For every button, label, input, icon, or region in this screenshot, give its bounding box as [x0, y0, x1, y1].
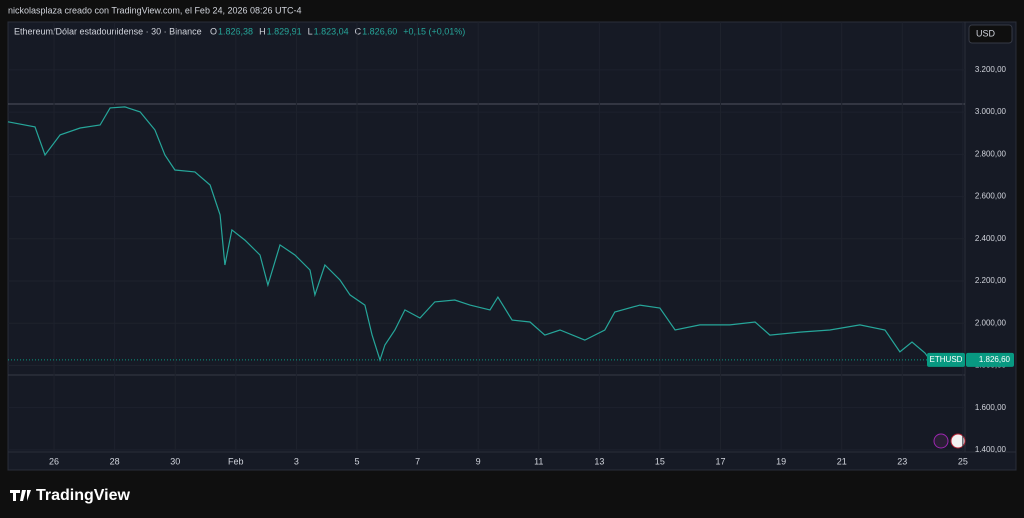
symbol-tag — [927, 352, 965, 367]
x-tick-label: 21 — [837, 456, 847, 466]
y-tick-label: 3.200,00 — [975, 65, 1007, 74]
x-tick-label: 11 — [534, 456, 543, 466]
ohlc-value: 1.826,60 — [362, 26, 397, 36]
x-tick-label: 7 — [415, 456, 420, 466]
y-tick-label: 1.400,00 — [975, 445, 1007, 454]
x-tick-label: 19 — [776, 456, 786, 466]
y-tick-label: 1.600,00 — [975, 403, 1007, 412]
y-tick-label: 2.000,00 — [975, 318, 1007, 327]
x-tick-label: 15 — [655, 456, 665, 466]
y-tick-label: 2.200,00 — [975, 276, 1007, 285]
x-tick-label: 13 — [594, 456, 604, 466]
ohlc: O1.826,38H1.829,91L1.823,04C1.826,60+0,1… — [210, 26, 465, 36]
x-tick-label: 17 — [716, 456, 726, 466]
price-line — [7, 106, 931, 362]
logo: TradingView — [36, 487, 131, 504]
caption: nickolasplaza creado con TradingView.com… — [8, 5, 302, 15]
symbol-title: Ethereum/Dólar estadounidense · 30 · Bin… — [14, 26, 202, 36]
x-tick-label: 28 — [110, 456, 120, 466]
ohlc-key: H — [259, 26, 266, 36]
price-tag-label: 1.826,60 — [979, 355, 1011, 364]
price-tag — [966, 352, 1014, 367]
ohlc-value: 1.823,04 — [314, 26, 349, 36]
logo-icon — [10, 490, 31, 501]
x-tick-label: 25 — [958, 456, 968, 466]
x-tick-label: 26 — [49, 456, 59, 466]
y-tick-label: 2.800,00 — [975, 149, 1007, 158]
ohlc-key: C — [355, 26, 362, 36]
y-tick-label: 2.400,00 — [975, 234, 1007, 243]
chart-panel — [7, 21, 1017, 471]
x-tick-label: 30 — [170, 456, 180, 466]
y-tick-label: 2.600,00 — [975, 192, 1007, 201]
change: +0,15 (+0,01%) — [403, 26, 465, 36]
ohlc-value: 1.829,91 — [267, 26, 302, 36]
x-tick-label: 23 — [897, 456, 907, 466]
x-tick-label: 3 — [294, 456, 299, 466]
x-tick-label: Feb — [228, 456, 244, 466]
currency[interactable]: USD — [976, 28, 996, 38]
event-icon[interactable] — [933, 433, 949, 449]
ohlc-key: O — [210, 26, 217, 36]
x-tick-label: 9 — [476, 456, 481, 466]
currency-button[interactable] — [968, 24, 1013, 44]
y-tick-label: 3.000,00 — [975, 107, 1007, 116]
ohlc-key: L — [308, 26, 313, 36]
symbol-tag-label: ETHUSD — [930, 355, 963, 364]
x-tick-label: 5 — [354, 456, 359, 466]
flag-icon[interactable] — [950, 433, 966, 449]
